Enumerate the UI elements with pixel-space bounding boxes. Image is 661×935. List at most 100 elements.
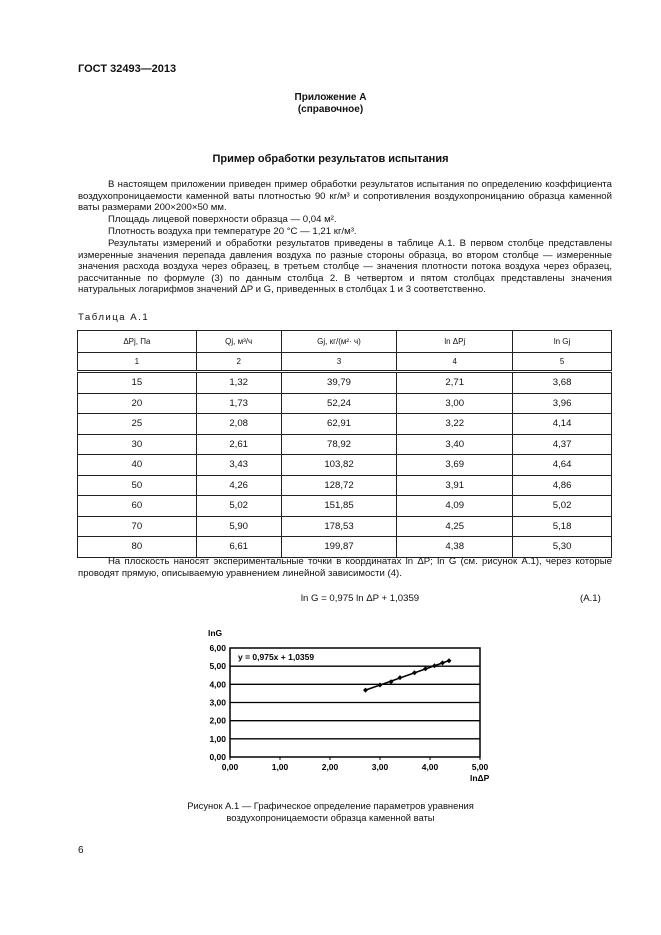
table-row: 70 5,90 178,53 4,25 5,18 — [77, 515, 612, 537]
table-cell: 4,26 — [195, 474, 282, 496]
table-cell: 5,30 — [512, 536, 612, 558]
section-title: Пример обработки результатов испытания — [212, 153, 449, 165]
table-cell: 3,43 — [195, 454, 282, 476]
table-cell: 62,91 — [280, 413, 398, 435]
table-cell: 30 — [77, 433, 197, 455]
table-cell: 5,90 — [195, 515, 282, 537]
paragraph: В настоящем приложении приведен пример о… — [78, 179, 612, 214]
data-point — [423, 666, 428, 672]
table-cell: 4,38 — [396, 536, 514, 558]
table-cell: 3,96 — [512, 392, 612, 414]
table-row: 40 3,43 103,82 3,69 4,64 — [77, 454, 612, 476]
table-row: 80 6,61 199,87 4,38 5,30 — [77, 536, 612, 558]
paragraph: Результаты измерений и обработки результ… — [78, 238, 612, 296]
table-cell: 3,69 — [396, 454, 514, 476]
y-tick-label: 2,00 — [209, 716, 226, 726]
table-cell: 4,64 — [512, 454, 612, 476]
table-header-row: ΔPj, Па Qj, м³/ч Gj, кг/(м²· ч) ln ΔPj ln Gj — [77, 330, 612, 353]
paragraph: Плотность воздуха при температуре 20 °С … — [108, 226, 357, 237]
table-cell: 3,68 — [512, 371, 612, 394]
table-cell: ln ΔPj — [396, 330, 514, 353]
table-cell: 1,32 — [195, 371, 282, 394]
data-point — [440, 660, 445, 666]
table-row: 25 2,08 62,91 3,22 4,14 — [77, 413, 612, 435]
table-cell: 178,53 — [280, 515, 398, 537]
table-cell: ΔPj, Па — [77, 330, 197, 353]
table-cell: 5 — [512, 352, 612, 373]
table-cell: 60 — [77, 495, 197, 517]
table-cell: Qj, м³/ч — [195, 330, 282, 353]
table-cell: 4,14 — [512, 413, 612, 435]
table-cell: 2 — [195, 352, 282, 373]
table-cell: 6,61 — [195, 536, 282, 558]
x-tick-label: 1,00 — [272, 762, 289, 772]
equation-number: (А.1) — [580, 593, 601, 604]
table-cell: 4,09 — [396, 495, 514, 517]
table-cell: Gj, кг/(м²· ч) — [280, 330, 398, 353]
data-point — [412, 670, 417, 676]
y-tick-label: 5,00 — [209, 661, 226, 671]
table-row: 15 1,32 39,79 2,71 3,68 — [77, 371, 612, 394]
x-tick-label: 2,00 — [322, 762, 339, 772]
y-axis-label: lnG — [208, 628, 223, 638]
figure-caption-line: воздухопроницаемости образца каменной ва… — [226, 812, 435, 823]
table-cell: 2,08 — [195, 413, 282, 435]
x-axis-label: lnΔP — [470, 773, 490, 783]
data-table: ΔPj, Па Qj, м³/ч Gj, кг/(м²· ч) ln ΔPj ln Gj… — [77, 330, 612, 558]
appendix-subtitle: (справочное) — [297, 104, 364, 115]
paragraph: Площадь лицевой поверхности образца — 0,… — [108, 214, 337, 225]
table-cell: 52,24 — [280, 392, 398, 414]
table-cell: 2,71 — [396, 371, 514, 394]
data-point — [397, 675, 403, 681]
table-cell: 50 — [77, 474, 197, 496]
trendline-equation: y = 0,975x + 1,0359 — [238, 652, 314, 662]
table-cell: 4 — [396, 352, 514, 373]
x-tick-label: 4,00 — [422, 762, 439, 772]
data-point — [363, 687, 368, 693]
table-cell: 128,72 — [280, 474, 398, 496]
table-cell: 40 — [77, 454, 197, 476]
table-row: 50 4,26 128,72 3,91 4,86 — [77, 474, 612, 496]
table-cell: 5,02 — [195, 495, 282, 517]
x-tick-label: 3,00 — [372, 762, 389, 772]
table-cell: 15 — [77, 371, 197, 394]
appendix-title: Приложение А — [294, 92, 367, 103]
table-cell: 2,61 — [195, 433, 282, 455]
table-cell: 4,25 — [396, 515, 514, 537]
table-cell: 1 — [77, 352, 197, 373]
table-cell: 4,86 — [512, 474, 612, 496]
standard-header: ГОСТ 32493—2013 — [78, 63, 177, 75]
table-cell: ln Gj — [512, 330, 612, 353]
chart: 0,00 1,00 2,00 3,00 4,00 5,00 6,00 0,00 1,00 2,00… — [208, 628, 490, 783]
table-row: 60 5,02 151,85 4,09 5,02 — [77, 495, 612, 517]
equation: ln G = 0,975 ln ΔP + 1,0359 — [300, 593, 420, 604]
x-tick-label: 0,00 — [222, 762, 239, 772]
table-cell: 80 — [77, 536, 197, 558]
y-tick-label: 3,00 — [209, 698, 226, 708]
table-row: 20 1,73 52,24 3,00 3,96 — [77, 392, 612, 414]
table-cell: 3,22 — [396, 413, 514, 435]
y-tick-label: 0,00 — [209, 752, 226, 762]
table-cell: 20 — [77, 392, 197, 414]
table-cell: 3,00 — [396, 392, 514, 414]
data-point — [377, 682, 383, 688]
y-tick-label: 1,00 — [209, 734, 226, 744]
table-cell: 39,79 — [280, 371, 398, 394]
table-cell: 5,18 — [512, 515, 612, 537]
table-cell: 199,87 — [280, 536, 398, 558]
table-cell: 5,02 — [512, 495, 612, 517]
data-point — [432, 663, 437, 669]
page-number: 6 — [78, 845, 84, 856]
data-point — [446, 658, 452, 664]
table-cell: 4,37 — [512, 433, 612, 455]
table-row: 30 2,61 78,92 3,40 4,37 — [77, 433, 612, 455]
table-cell: 3,91 — [396, 474, 514, 496]
table-caption: Таблица А.1 — [78, 312, 150, 323]
table-cell: 78,92 — [280, 433, 398, 455]
x-tick-label: 5,00 — [472, 762, 489, 772]
table-cell: 1,73 — [195, 392, 282, 414]
table-cell: 3 — [280, 352, 398, 373]
table-cell: 103,82 — [280, 454, 398, 476]
